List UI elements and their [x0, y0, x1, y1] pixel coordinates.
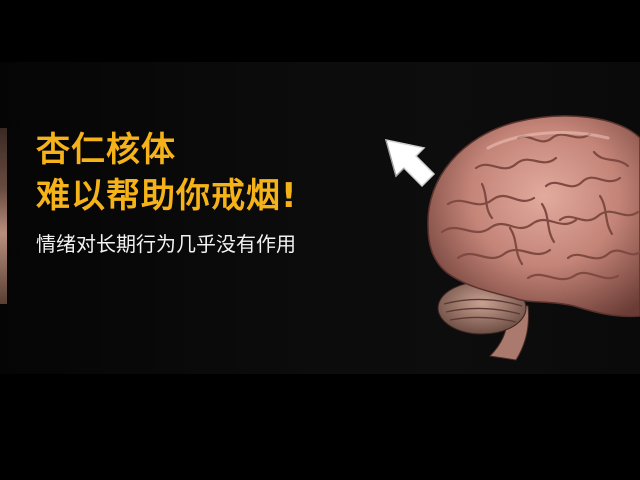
- brain-illustration: [427, 115, 640, 361]
- arrow-up-left-icon: [384, 139, 436, 188]
- left-image-edge: [0, 128, 7, 304]
- headline-line-1: 杏仁核体: [36, 130, 176, 170]
- subtitle: 情绪对长期行为几乎没有作用: [36, 232, 296, 256]
- headline-line-2: 难以帮助你戒烟!: [36, 176, 298, 216]
